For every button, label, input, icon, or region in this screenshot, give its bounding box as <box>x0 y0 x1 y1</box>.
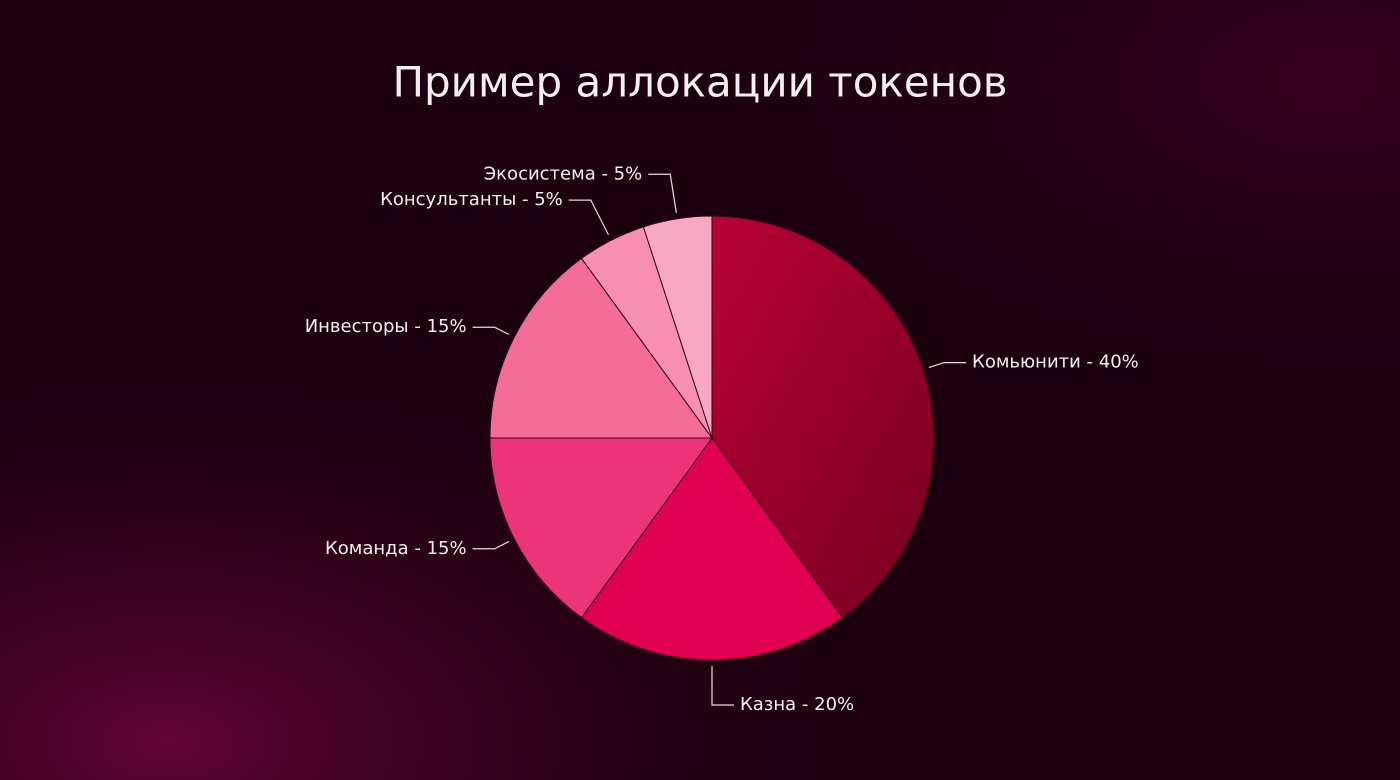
leader-line <box>711 666 734 706</box>
slice-label: Комьюнити - 40% <box>972 352 1139 373</box>
slice-label: Команда - 15% <box>325 538 467 559</box>
slice-label: Консультанты - 5% <box>380 189 563 210</box>
leader-line <box>928 361 967 369</box>
pie-slice <box>711 215 935 619</box>
leader-line <box>568 199 610 236</box>
slice-label: Инвесторы - 15% <box>305 316 467 337</box>
pie-slice <box>642 215 713 439</box>
slice-label: Казна - 20% <box>740 694 854 715</box>
leader-line <box>648 173 677 213</box>
slice-label: Экосистема - 5% <box>484 163 643 184</box>
pie-slice <box>489 257 713 439</box>
pie-slice <box>580 437 844 661</box>
leader-line <box>472 326 510 336</box>
leader-line <box>472 540 510 550</box>
chart-title: Пример аллокации токенов <box>392 58 1007 107</box>
pie-slice <box>489 437 713 619</box>
